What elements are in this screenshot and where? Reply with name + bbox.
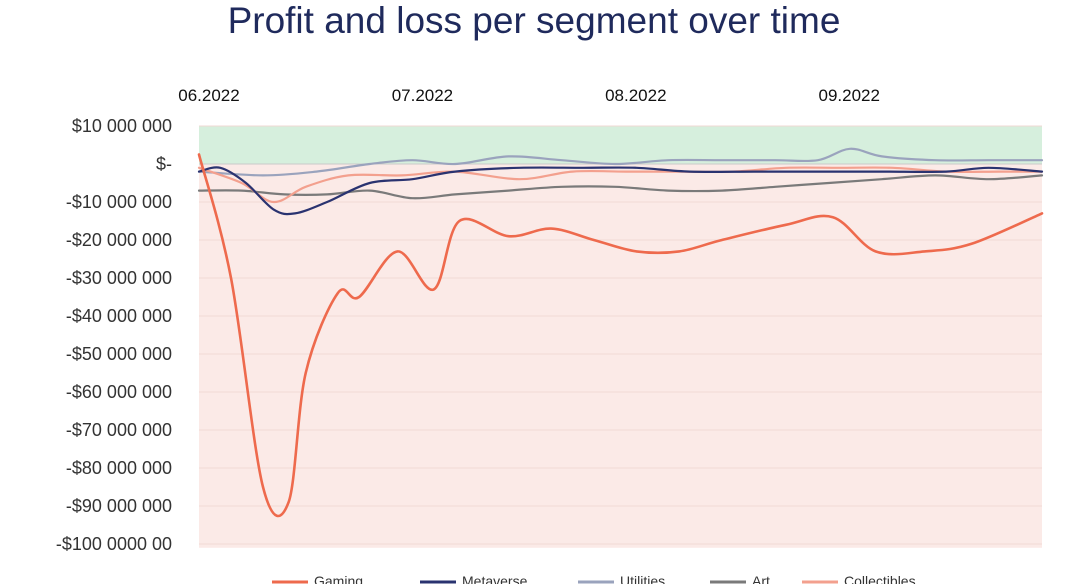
x-tick-label: 08.2022: [605, 86, 666, 105]
y-tick-label: -$10 000 000: [66, 192, 172, 212]
gridlines: [199, 125, 1042, 545]
y-tick-label: -$20 000 000: [66, 230, 172, 250]
y-tick-label: $-: [156, 154, 172, 174]
legend-label: Gaming: [314, 573, 363, 584]
legend-label: Art: [752, 573, 770, 584]
series-line-utilities: [197, 147, 1044, 177]
negative-region: [199, 164, 1042, 548]
y-tick-label: -$90 000 000: [66, 496, 172, 516]
y-tick-label: -$40 000 000: [66, 306, 172, 326]
chart-title: Profit and loss per segment over time: [227, 0, 841, 41]
series-line-art: [197, 174, 1044, 200]
series-line-gaming: [197, 153, 1044, 518]
legend-label: Utilities: [620, 573, 665, 584]
series-line-collectibles: [197, 166, 1044, 204]
y-tick-label: -$30 000 000: [66, 268, 172, 288]
series-lines: [197, 147, 1044, 518]
plot-regions: [199, 126, 1042, 548]
legend-label: Metaverse: [462, 573, 528, 584]
x-tick-label: 07.2022: [392, 86, 453, 105]
y-tick-label: -$100 0000 00: [56, 534, 172, 554]
legend-label: Collectibles: [844, 573, 916, 584]
y-tick-label: -$50 000 000: [66, 344, 172, 364]
y-tick-label: -$80 000 000: [66, 458, 172, 478]
y-tick-label: -$70 000 000: [66, 420, 172, 440]
y-tick-label: -$60 000 000: [66, 382, 172, 402]
x-tick-label: 06.2022: [178, 86, 239, 105]
legend: Gaming Metaverse Utilities Art Collectibles: [272, 573, 916, 584]
x-tick-label: 09.2022: [819, 86, 880, 105]
y-axis-ticks: $10 000 000 $- -$10 000 000 -$20 000 000 -$3…: [56, 116, 172, 554]
x-axis-ticks: 06.2022 07.2022 08.2022 09.2022: [178, 86, 880, 105]
y-tick-label: $10 000 000: [72, 116, 172, 136]
series-line-metaverse: [197, 166, 1044, 216]
